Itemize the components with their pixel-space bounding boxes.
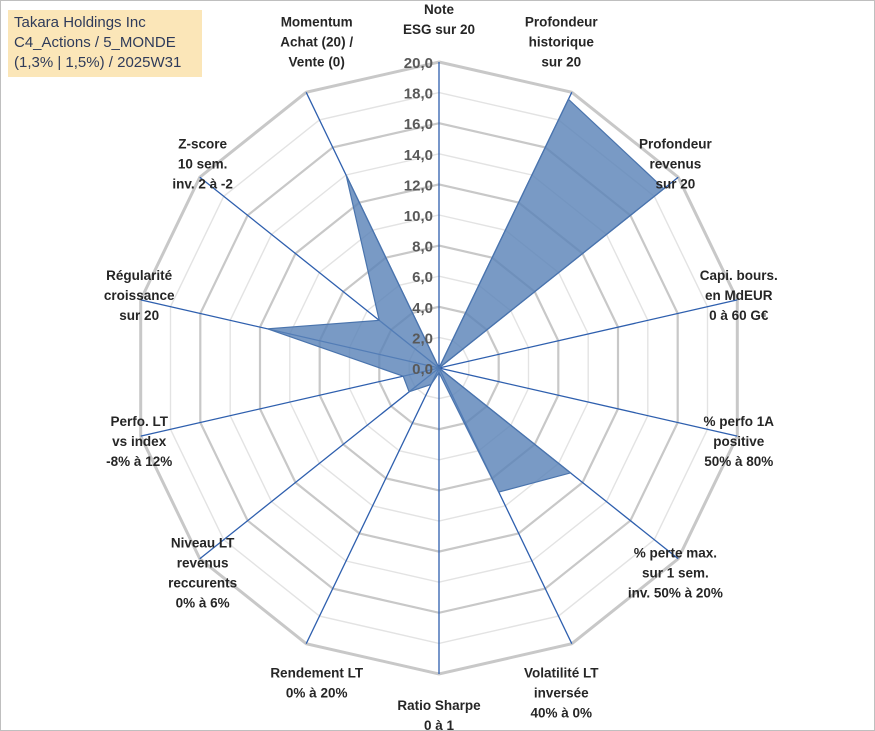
axis-label: historique (529, 35, 595, 50)
axis-label-group: Rendement LT 0% à 20% (270, 666, 364, 701)
axis-label: Profondeur (525, 15, 598, 30)
axis-label-group: % perfo 1A positive 50% à 80% (704, 414, 775, 469)
axis-label: % perte max. (634, 546, 717, 561)
series-area (267, 98, 665, 493)
radial-tick-labels: 0,0 2,0 4,0 6,0 8,0 10,0 12,0 14,0 16,0 18,0 20,0 (404, 55, 433, 378)
axis-label: Ratio Sharpe (397, 698, 481, 713)
axis-label: inv. 2 à -2 (172, 177, 233, 192)
axis-label: croissance (104, 288, 175, 303)
axis-label: Profondeur (639, 137, 712, 152)
axis-label: sur 20 (541, 55, 581, 70)
axis-label: Régularité (106, 268, 173, 283)
axis-label: Volatilité LT (524, 666, 599, 681)
tick-label: 0,0 (412, 361, 433, 378)
axis-label: sur 20 (656, 177, 696, 192)
tick-label: 10,0 (404, 208, 433, 225)
tick-label: 16,0 (404, 116, 433, 133)
axis-label-group: Profondeur historique sur 20 (525, 15, 598, 70)
axis-spoke (305, 367, 440, 644)
tick-label: 20,0 (404, 55, 433, 72)
title-line-3: (1,3% | 1,5%) / 2025W31 (14, 54, 182, 71)
axis-label: Note (424, 2, 454, 17)
title-line-1: Takara Holdings Inc (14, 14, 146, 31)
axis-label: en MdEUR (705, 288, 773, 303)
axis-label-group: Profondeur revenus sur 20 (639, 137, 712, 192)
tick-label: 18,0 (404, 86, 433, 103)
axis-spoke (199, 367, 440, 560)
tick-label: 12,0 (404, 177, 433, 194)
axis-label-group: Ratio Sharpe 0 à 1 (397, 698, 481, 730)
axis-label: -8% à 12% (106, 454, 172, 469)
axis-label-group: Z-score 10 sem. inv. 2 à -2 (172, 137, 233, 192)
axis-label: sur 20 (119, 308, 159, 323)
title-line-2: C4_Actions / 5_MONDE (14, 34, 176, 51)
tick-label: 6,0 (412, 269, 433, 286)
axis-spoke (438, 299, 738, 369)
axis-label: Z-score (178, 137, 227, 152)
axis-label: Rendement LT (270, 666, 364, 681)
axis-label: reccurents (168, 576, 237, 591)
axis-label: 0% à 6% (176, 596, 230, 611)
axis-label: Vente (0) (289, 55, 345, 70)
axis-label-group: Momentum Achat (20) / Vente (0) (280, 15, 353, 70)
axis-label: Perfo. LT (110, 414, 168, 429)
data-series (267, 98, 665, 493)
axis-label: % perfo 1A (704, 414, 775, 429)
axis-label-group: % perte max. sur 1 sem. inv. 50% à 20% (628, 546, 723, 601)
axis-label-group: Régularité croissance sur 20 (104, 268, 175, 323)
axis-label-group: Note ESG sur 20 (403, 2, 475, 37)
axis-label: revenus (177, 556, 229, 571)
axis-label-group: Capi. bours. en MdEUR 0 à 60 G€ (700, 268, 778, 323)
tick-label: 4,0 (412, 300, 433, 317)
axis-label: ESG sur 20 (403, 22, 475, 37)
axis-label: 0 à 60 G€ (709, 308, 769, 323)
axis-label: Niveau LT (171, 536, 235, 551)
chart-title-box: Takara Holdings Inc C4_Actions / 5_MONDE… (8, 10, 202, 77)
axis-label: 50% à 80% (704, 454, 773, 469)
tick-label: 8,0 (412, 239, 433, 256)
axis-label: 40% à 0% (531, 706, 593, 721)
axis-label: inv. 50% à 20% (628, 586, 723, 601)
axis-spoke (438, 367, 738, 437)
axis-label: vs index (112, 434, 167, 449)
axis-category-labels: Note ESG sur 20 Profondeur historique sur 20… (104, 2, 778, 730)
axis-label: Achat (20) / (280, 35, 353, 50)
axis-label: 0 à 1 (424, 718, 455, 730)
axis-label: inversée (534, 686, 589, 701)
axis-label: sur 1 sem. (642, 566, 709, 581)
axis-label: positive (713, 434, 765, 449)
axis-label: Momentum (281, 15, 353, 30)
tick-label: 2,0 (412, 330, 433, 347)
axis-label: Capi. bours. (700, 268, 778, 283)
axis-spoke (140, 367, 440, 437)
axis-label: revenus (650, 157, 702, 172)
axis-label-group: Perfo. LT vs index -8% à 12% (106, 414, 172, 469)
axis-label: 0% à 20% (286, 686, 348, 701)
axis-label-group: Volatilité LT inversée 40% à 0% (524, 666, 599, 721)
axis-label: 10 sem. (178, 157, 228, 172)
tick-label: 14,0 (404, 147, 433, 164)
axis-label-group: Niveau LT revenus reccurents 0% à 6% (168, 536, 237, 611)
